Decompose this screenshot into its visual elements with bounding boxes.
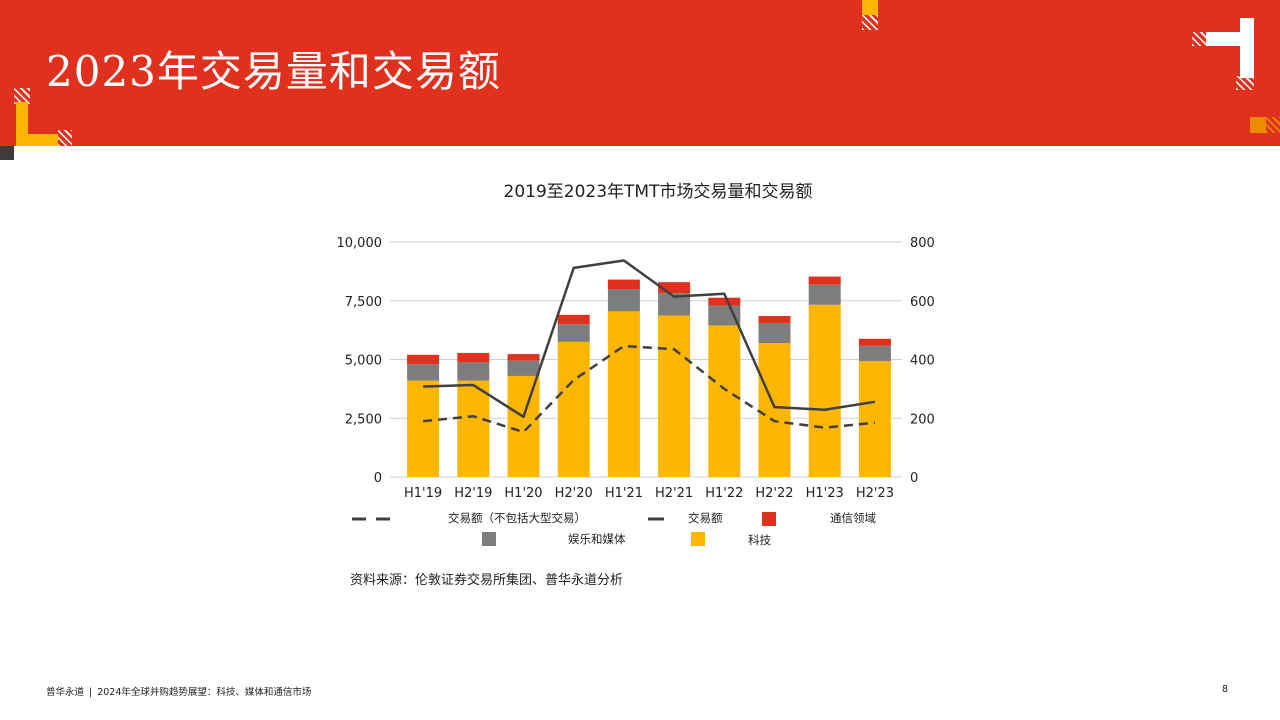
bar-segment	[808, 284, 841, 305]
legend-swatch-box	[482, 532, 496, 546]
bar-segment	[607, 279, 640, 289]
x-tick-label: H1'21	[605, 486, 643, 501]
bar-segment	[808, 276, 841, 285]
x-tick-label: H2'20	[555, 486, 593, 501]
legend-swatch-box	[762, 512, 776, 526]
bar-segment	[407, 364, 440, 381]
bar-segment	[457, 362, 490, 381]
bar-segment	[708, 305, 741, 326]
y-left-tick-label: 10,000	[337, 236, 383, 251]
x-tick-label: H2'22	[755, 486, 793, 501]
page-title: 2023年交易量和交易额	[46, 47, 501, 96]
bar-segment	[457, 380, 490, 477]
y-right-tick-label: 800	[910, 236, 935, 251]
bar-segment	[858, 345, 891, 362]
footer-separator: |	[89, 687, 93, 698]
top-orange-tab-icon	[862, 0, 878, 30]
bar-segment	[658, 293, 691, 316]
footer-brand: 普华永道	[46, 687, 85, 698]
y-left-tick-label: 7,500	[345, 295, 382, 310]
bar-segment	[808, 304, 841, 477]
source-note: 资料来源：伦敦证券交易所集团、普华永道分析	[350, 573, 624, 588]
y-right-tick-label: 0	[910, 471, 918, 486]
x-tick-label: H1'22	[705, 486, 743, 501]
bar-segment	[457, 352, 490, 363]
page-number: 8	[1222, 684, 1229, 695]
x-tick-label: H2'23	[856, 486, 894, 501]
x-tick-label: H2'19	[454, 486, 492, 501]
y-right-tick-label: 400	[910, 354, 935, 369]
corner-dark-square-icon	[0, 146, 14, 160]
legend-label: 交易额	[688, 511, 723, 525]
bar-segment	[557, 314, 590, 325]
y-left-tick-label: 5,000	[345, 354, 382, 369]
y-right-tick-label: 600	[910, 295, 935, 310]
bar-segment	[708, 297, 741, 306]
y-right-tick-label: 200	[910, 412, 935, 427]
legend-label: 娱乐和媒体	[568, 532, 626, 546]
header-banner: 2023年交易量和交易额	[0, 0, 1280, 146]
bar-segment	[507, 375, 540, 477]
bar-segment	[758, 323, 791, 344]
bar-segment	[658, 315, 691, 477]
legend-swatch-box	[691, 532, 705, 546]
bar-segment	[507, 360, 540, 376]
legend-label: 科技	[748, 533, 771, 547]
x-tick-label: H1'20	[504, 486, 542, 501]
chart-title: 2019至2023年TMT市场交易量和交易额	[503, 182, 813, 202]
series-line-dashed	[422, 344, 876, 434]
bar-segment	[858, 338, 891, 346]
y-left-tick-label: 0	[374, 471, 382, 486]
x-tick-label: H2'21	[655, 486, 693, 501]
bar-segment	[557, 324, 590, 342]
bar-segment	[708, 325, 741, 477]
corner-bracket-right-icon	[1192, 18, 1254, 90]
footer: 普华永道 | 2024年全球并购趋势展望：科技、媒体和通信市场	[46, 684, 311, 698]
x-tick-label: H1'19	[404, 486, 442, 501]
bar-segment	[407, 380, 440, 477]
series-line	[423, 259, 876, 419]
bar-segment	[758, 316, 791, 324]
bar-segment	[407, 354, 440, 365]
corner-bracket-left-icon	[14, 88, 72, 146]
bar-segment	[858, 361, 891, 477]
right-orange-square-icon	[1250, 117, 1280, 133]
bar-segment	[658, 282, 691, 294]
legend-label: 通信领域	[830, 511, 876, 525]
legend-label: 交易额（不包括大型交易）	[448, 511, 586, 525]
bar-segment	[758, 343, 791, 477]
footer-report-title: 2024年全球并购趋势展望：科技、媒体和通信市场	[97, 687, 312, 698]
bar-segment	[557, 341, 590, 477]
bar-segment	[607, 289, 640, 312]
bar-segment	[607, 311, 640, 477]
x-tick-label: H1'23	[806, 486, 844, 501]
bar-segment	[507, 354, 540, 361]
y-left-tick-label: 2,500	[345, 412, 382, 427]
